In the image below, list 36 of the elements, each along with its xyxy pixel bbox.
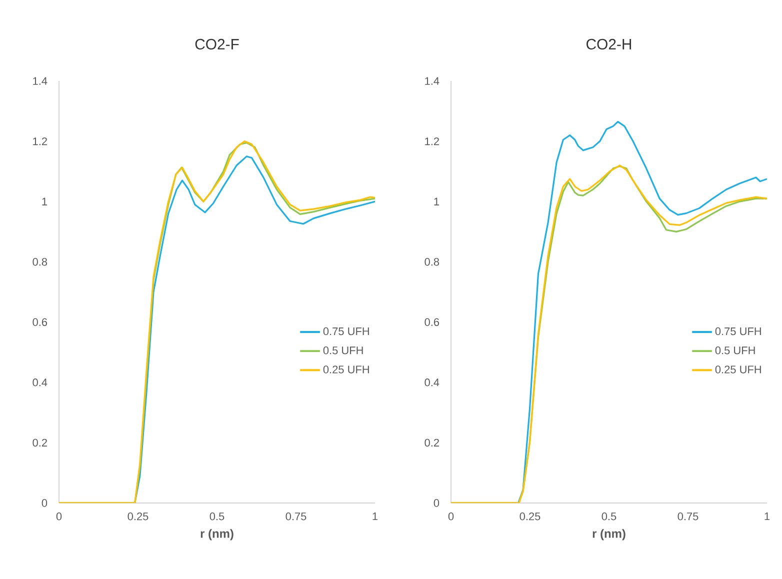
- x-tick-label: 1: [372, 512, 378, 520]
- y-tick-label: 1.4: [425, 77, 440, 85]
- legend-label: 0.5 UFH: [323, 346, 363, 354]
- y-tick-label: 0.6: [32, 318, 48, 326]
- y-tick-label: 0: [42, 499, 48, 507]
- y-tick-label: 0.8: [32, 258, 48, 266]
- x-tick-label: 0.25: [128, 512, 148, 520]
- x-axis-title: r (nm): [592, 529, 626, 540]
- x-tick-label: 0.25: [520, 512, 540, 520]
- x-tick-label: 0.5: [210, 512, 224, 520]
- y-tick-label: 1.4: [33, 77, 48, 85]
- y-tick-label: 0.4: [32, 378, 48, 386]
- legend-label: 0.5 UFH: [715, 346, 755, 354]
- y-tick-label: 0.2: [32, 438, 47, 447]
- legend-label: 0.25 UFH: [323, 366, 369, 374]
- x-tick-label: 0.5: [602, 512, 616, 520]
- y-tick-label: 0: [434, 499, 440, 507]
- x-tick-label: 0.75: [678, 512, 698, 520]
- y-tick-label: 0.8: [424, 258, 440, 266]
- x-tick-label: 0: [448, 512, 454, 520]
- chart-title: CO2-H: [586, 38, 632, 50]
- x-tick-label: 0: [56, 512, 62, 520]
- y-tick-label: 1.2: [33, 137, 47, 146]
- x-tick-label: 1: [764, 512, 770, 520]
- y-tick-label: 1: [434, 198, 439, 206]
- legend-label: 0.75 UFH: [323, 327, 369, 336]
- x-tick-label: 0.75: [286, 512, 306, 520]
- y-tick-label: 0.4: [424, 378, 440, 386]
- y-tick-label: 0.2: [424, 438, 439, 447]
- y-tick-label: 1.2: [425, 137, 439, 146]
- y-tick-label: 1: [42, 198, 47, 206]
- x-axis-title: r (nm): [200, 529, 234, 540]
- legend-label: 0.75 UFH: [715, 327, 761, 336]
- y-tick-label: 0.6: [424, 318, 440, 326]
- chart-title: CO2-F: [195, 38, 239, 50]
- legend-label: 0.25 UFH: [715, 366, 761, 374]
